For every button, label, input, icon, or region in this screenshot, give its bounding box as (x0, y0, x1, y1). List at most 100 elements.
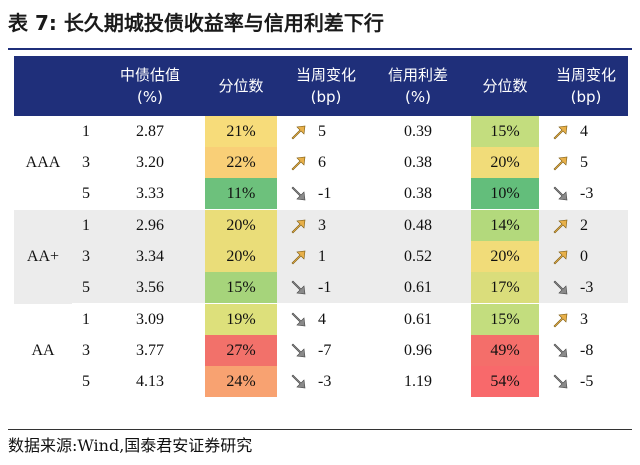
table-row: 3 3.34 20% 1 0.52 20% 0 (14, 241, 628, 272)
spread-change-cell: 4 (544, 116, 628, 147)
arrow-up-right-icon (290, 123, 308, 141)
spread-change-value: 3 (580, 310, 588, 328)
header-ytm-change-unit: (bp) (310, 88, 342, 106)
spread-cell: 0.61 (404, 310, 432, 328)
ytm-change-cell: 5 (282, 116, 370, 147)
ytm-percentile-value: 20% (205, 241, 277, 272)
spread-percentile-cell: 20% (466, 241, 544, 272)
ytm-change-cell: 4 (282, 304, 370, 336)
arrow-up-right-icon (552, 217, 570, 235)
ytm-change-cell: -3 (282, 366, 370, 398)
arrow-down-right-icon (290, 279, 308, 297)
spread-change-value: 2 (580, 216, 588, 234)
header-ytm-change-label: 当周变化 (295, 66, 356, 84)
ytm-change-value: 4 (318, 310, 326, 328)
ytm-change-cell: -1 (282, 178, 370, 210)
header-spread-change-unit: (bp) (570, 88, 602, 106)
ytm-percentile-cell: 15% (200, 272, 282, 304)
table-body: AAA 1 2.87 21% 5 0.39 15% 4 3 3.20 22% 6 0.38 20% 5 5 3.… (14, 116, 628, 398)
ytm-percentile-cell: 21% (200, 116, 282, 147)
tenor-cell: 5 (72, 272, 100, 304)
ytm-percentile-cell: 24% (200, 366, 282, 398)
ytm-cell: 3.56 (100, 272, 200, 304)
ytm-change-value: -7 (318, 341, 332, 359)
spread-change-value: -5 (580, 372, 594, 390)
ytm-change-cell: -1 (282, 272, 370, 304)
ytm-change-cell: 3 (282, 209, 370, 241)
table-title: 表 7: 长久期城投债收益率与信用利差下行 (8, 11, 384, 35)
table-row: 3 3.77 27% -7 0.96 49% -8 (14, 335, 628, 366)
spread-change-value: -8 (580, 341, 594, 359)
header-ytm-label: 中债估值 (119, 66, 180, 84)
spread-percentile-cell: 14% (466, 209, 544, 241)
ytm-cell: 2.87 (136, 122, 164, 140)
yield-spread-table: 中债估值 (%) 分位数 当周变化 (bp) 信用利差 (%) 分位数 当周变化… (14, 56, 628, 398)
arrow-up-right-icon (552, 311, 570, 329)
arrow-up-right-icon (552, 154, 570, 172)
ytm-change-cell: 6 (282, 147, 370, 178)
arrow-up-right-icon (290, 154, 308, 172)
ytm-cell: 2.96 (100, 209, 200, 241)
header-ytm-percentile: 分位数 (200, 56, 282, 116)
spread-percentile-value: 20% (471, 241, 539, 272)
grade-label: AA+ (14, 209, 72, 304)
table-row: AA 1 3.09 19% 4 0.61 15% 3 (14, 304, 628, 359)
arrow-down-right-icon (552, 342, 570, 360)
spread-percentile-cell: 15% (466, 304, 544, 335)
ytm-percentile-cell: 27% (200, 335, 282, 366)
arrow-up-right-icon (552, 123, 570, 141)
ytm-percentile-value: 11% (205, 178, 277, 209)
spread-change-value: 4 (580, 122, 588, 140)
ytm-percentile-value: 22% (205, 147, 277, 178)
table-row: 5 3.33 11% -1 0.38 10% -3 (14, 178, 628, 210)
tenor-cell: 3 (82, 341, 90, 359)
header-spread-percentile: 分位数 (466, 56, 544, 116)
spread-cell: 0.52 (370, 241, 466, 272)
spread-percentile-value: 54% (471, 366, 539, 397)
ytm-cell: 3.09 (136, 310, 164, 328)
spread-percentile-value: 14% (471, 210, 539, 241)
header-blank (14, 56, 100, 116)
spread-cell: 0.48 (370, 209, 466, 241)
spread-change-value: -3 (580, 278, 594, 296)
table-row: AAA 1 2.87 21% 5 0.39 15% 4 (14, 116, 628, 171)
spread-change-cell: 0 (544, 241, 628, 272)
ytm-percentile-value: 21% (205, 116, 277, 147)
header-ytm-unit: (%) (137, 88, 163, 106)
spread-cell: 1.19 (370, 366, 466, 398)
bottom-rule (8, 429, 632, 430)
header-spread-label: 信用利差 (387, 66, 448, 84)
spread-change-cell: -8 (544, 335, 628, 366)
spread-change-cell: 3 (544, 304, 628, 336)
tenor-cell: 5 (72, 366, 100, 398)
spread-percentile-cell: 17% (466, 272, 544, 304)
spread-change-value: 0 (580, 247, 588, 265)
arrow-up-right-icon (552, 248, 570, 266)
header-spread: 信用利差 (%) (370, 56, 466, 116)
arrow-down-right-icon (552, 373, 570, 391)
ytm-percentile-value: 24% (205, 366, 277, 397)
tenor-cell: 1 (82, 122, 90, 140)
spread-cell: 0.38 (370, 178, 466, 210)
header-ytm-change: 当周变化 (bp) (282, 56, 370, 116)
spread-cell: 0.39 (404, 122, 432, 140)
header-spread-change: 当周变化 (bp) (544, 56, 628, 116)
tenor-cell: 5 (72, 178, 100, 210)
ytm-cell: 3.33 (100, 178, 200, 210)
grade-label: AA (31, 341, 55, 359)
spread-percentile-value: 20% (471, 147, 539, 178)
header-spread-change-label: 当周变化 (555, 66, 616, 84)
arrow-down-right-icon (290, 342, 308, 360)
ytm-change-value: -1 (318, 278, 332, 296)
ytm-cell: 3.34 (100, 241, 200, 272)
ytm-change-value: 5 (318, 122, 326, 140)
top-rule (8, 48, 632, 50)
spread-change-cell: -5 (544, 366, 628, 398)
spread-change-value: 5 (580, 153, 588, 171)
ytm-percentile-cell: 19% (200, 304, 282, 335)
arrow-up-right-icon (290, 248, 308, 266)
ytm-percentile-value: 20% (205, 210, 277, 241)
spread-change-value: -3 (580, 184, 594, 202)
ytm-change-value: 1 (318, 247, 326, 265)
table-row: 5 4.13 24% -3 1.19 54% -5 (14, 366, 628, 398)
